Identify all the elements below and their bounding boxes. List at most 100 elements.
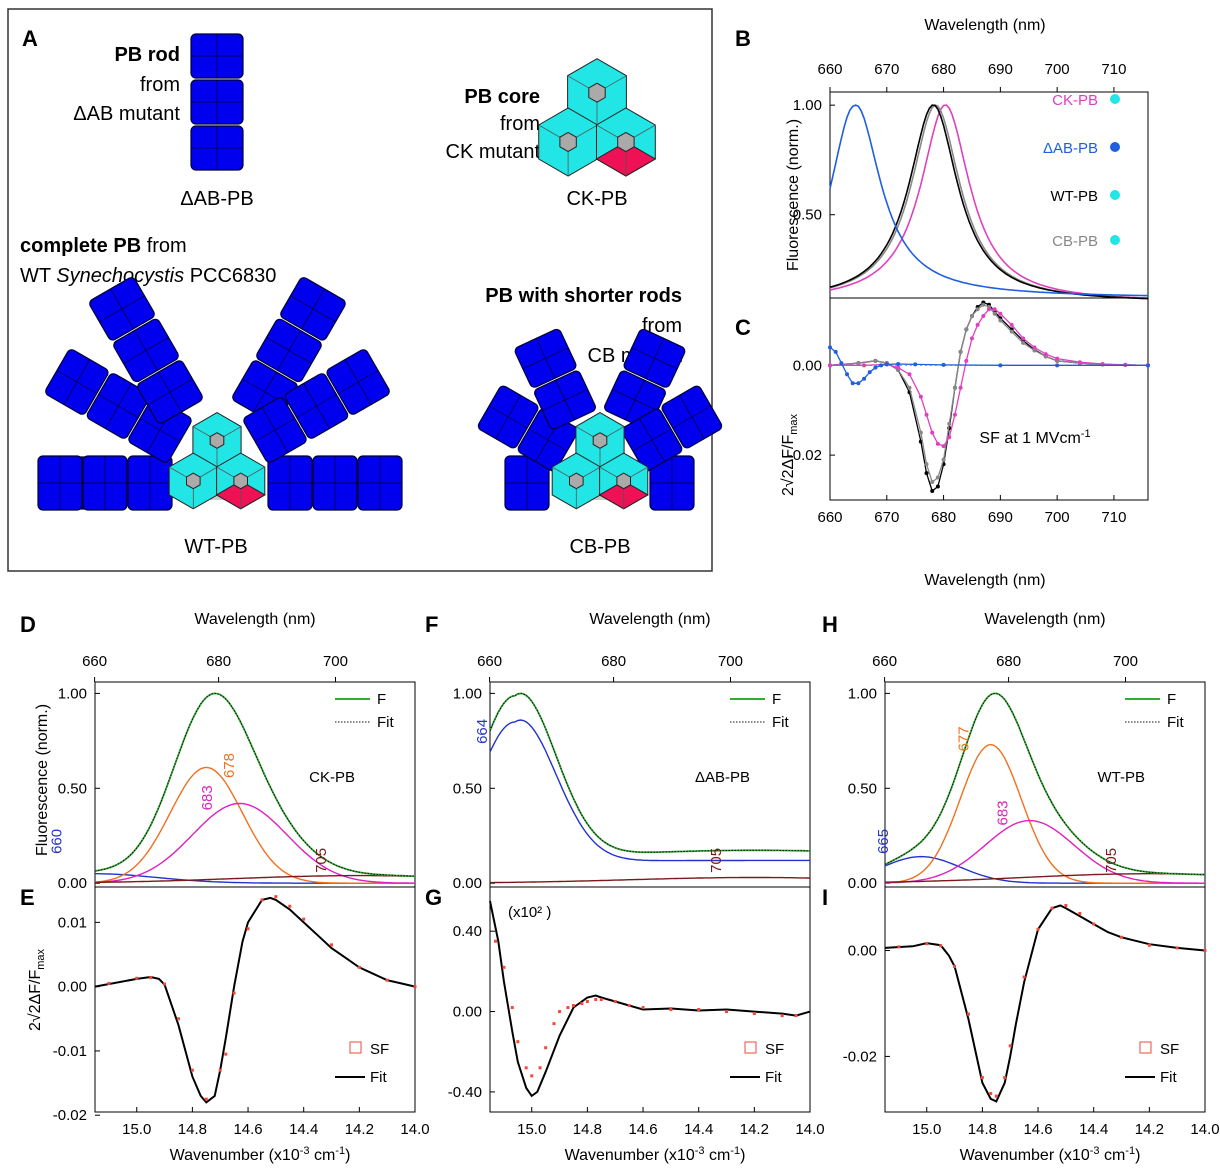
phycocyanin-disc (534, 370, 596, 430)
plotF-component-line (490, 876, 810, 884)
plotI-y-tick-label: -0.02 (843, 1048, 877, 1065)
plotI-legend-sf: SF (1160, 1041, 1179, 1058)
plotH-top-tick-label: 660 (872, 653, 897, 670)
c-series-point (975, 307, 980, 312)
d-ylabel: Fluorescence (norm.) (34, 704, 51, 856)
plotI-sf-point (1022, 975, 1026, 979)
c-series-point (930, 480, 935, 485)
c-series-line (830, 308, 1149, 447)
plotG-sf-point (613, 1000, 617, 1004)
core-center-hole (617, 131, 635, 153)
plotF-peak-label: 705 (708, 848, 725, 873)
c-series-point (958, 385, 963, 390)
plotG-sf-point (571, 1004, 575, 1008)
plotG-sf-point (580, 1002, 584, 1006)
plotI-sf-point (1003, 1076, 1007, 1080)
wt-title: complete PB from (20, 235, 187, 257)
c-series-point (969, 313, 974, 318)
c-series-point (918, 430, 923, 435)
plotF-peak-label: 664 (474, 719, 491, 744)
c-series-point (839, 361, 844, 366)
plotF-total-line (489, 692, 810, 854)
plotE-sf-point (204, 1097, 208, 1101)
c-series-point (867, 370, 872, 375)
c-series-point (1077, 360, 1082, 365)
c-series-point (998, 363, 1003, 368)
plotG-sf-point (697, 1008, 701, 1012)
plotG-sf-point (502, 965, 506, 969)
phycocyanin-disc (649, 455, 695, 511)
plotD-y-tick-label: 0.00 (58, 875, 87, 892)
plotF-y-tick-label: 0.50 (453, 780, 482, 797)
plotG-sf-point (530, 1074, 534, 1078)
plotD-legend-f: F (377, 691, 386, 708)
c-y-tick-label: 0.00 (793, 357, 822, 374)
b-legend-glyph (1110, 142, 1120, 152)
disc-line (488, 405, 528, 429)
wt-name: WT-PB (184, 536, 247, 558)
c-x-tick-label: 700 (1045, 509, 1070, 526)
rod-title: PB rod (114, 44, 180, 66)
plotE-sf-point (218, 1068, 222, 1072)
wt-title-bold: complete PB (20, 235, 141, 257)
c-series-point (958, 349, 963, 354)
plotI-fit-line (884, 904, 1206, 1103)
b-legend-glyph (1110, 94, 1120, 104)
b-legend-label: CK-PB (1052, 92, 1098, 109)
plotI-sf-point (1203, 949, 1207, 953)
plotG-sf-point (552, 1022, 556, 1026)
phycocyanin-disc (45, 349, 109, 415)
disc-line (338, 370, 379, 394)
chart-b: 660 670 680 690 700 710 0.50 1.00 CK-PB ΔAB-PB WT-… (793, 61, 1149, 300)
plotE-sf-point (330, 943, 334, 947)
plotE-sf-point (107, 981, 111, 985)
plotG-sf-point (566, 1006, 570, 1010)
plotE-sf-point (413, 985, 417, 989)
phycocyanin-disc (477, 385, 539, 449)
c-series-point (992, 311, 997, 316)
phycocyanin-disc (256, 318, 322, 383)
plotG-y-tick-label: 0.40 (453, 923, 482, 940)
c-series-point (907, 372, 912, 377)
disc-line (139, 418, 181, 442)
phycocyanin-disc (514, 328, 577, 388)
plotD-peak-label: 678 (221, 753, 238, 778)
plotI-sf-point (966, 1012, 970, 1016)
c-series-point (845, 372, 850, 377)
c-series-point (1032, 348, 1037, 353)
rod-name: ΔAB-PB (180, 188, 253, 210)
b-top-tick-label: 690 (988, 61, 1013, 78)
plotE-sf-point (385, 978, 389, 982)
c-series-point (998, 311, 1003, 316)
chart-d: 660 680 700 0.00 0.50 1.00 F Fit CK-PB 660 678 683 7… (49, 653, 416, 892)
c-series-point (998, 318, 1003, 323)
cb-pb-schematic (477, 328, 723, 511)
plotI-x-tick-label: 15.0 (912, 1121, 941, 1138)
disc-line (277, 330, 301, 371)
plotI-x-tick-label: 14.8 (968, 1121, 997, 1138)
plotD-component-line (94, 766, 415, 884)
b-top-tick-label: 670 (874, 61, 899, 78)
f-top-xlabel: Wavelength (nm) (589, 611, 710, 628)
b-top-tick-label: 680 (931, 61, 956, 78)
chart-e: 15.0 14.8 14.6 14.4 14.2 14.0 -0.02 -0.01 0.00 0.… (53, 886, 430, 1138)
plotG-x-tick-label: 14.0 (795, 1121, 824, 1138)
plotG-legend-fit: Fit (765, 1069, 782, 1086)
plotE-sf-point (302, 917, 306, 921)
c-series-point (896, 365, 901, 370)
disc-line (98, 394, 139, 418)
plotH-y-tick-label: 0.00 (848, 875, 877, 892)
phycocyanin-disc (190, 125, 244, 171)
plotF-component-line (489, 719, 810, 862)
c-series-point (828, 363, 832, 368)
plotH-peak-label: 665 (875, 829, 892, 854)
g-xlabel: Wavenumber (x10-3 cm-1) (565, 1145, 746, 1164)
phycocyanin-disc (280, 277, 346, 341)
core-center-hole (209, 432, 225, 449)
plotI-sf-point (980, 1076, 984, 1080)
c-series-point (833, 349, 838, 354)
plotH-y-tick-label: 0.50 (848, 780, 877, 797)
core-title: PB core (464, 86, 540, 108)
disc-line (158, 371, 182, 413)
